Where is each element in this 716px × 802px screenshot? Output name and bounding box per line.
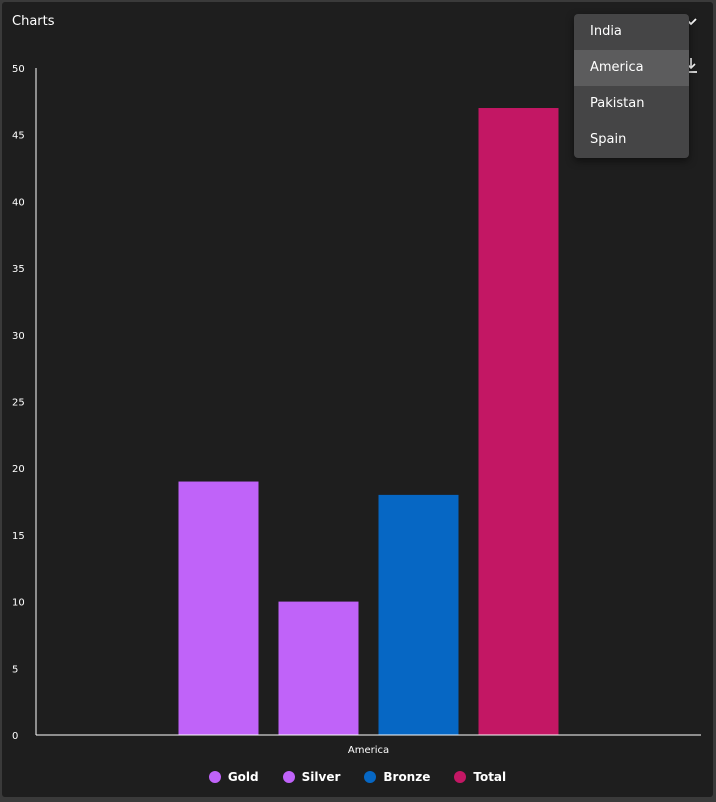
dropdown-option-america[interactable]: America: [574, 50, 689, 86]
page-title: Charts: [12, 14, 55, 29]
legend-item-bronze[interactable]: Bronze: [364, 770, 430, 784]
dropdown-option-pakistan[interactable]: Pakistan: [590, 96, 645, 111]
y-tick-label: 20: [12, 464, 25, 475]
country-dropdown-menu[interactable]: India America Pakistan Spain: [574, 14, 689, 158]
legend-label: Total: [473, 770, 507, 784]
legend-swatch: [364, 771, 377, 783]
bar-total[interactable]: [478, 108, 559, 735]
y-tick-label: 5: [12, 664, 18, 675]
bar-bronze[interactable]: [378, 494, 459, 735]
chart-legend: Gold Silver Bronze Total: [2, 770, 713, 784]
legend-swatch: [454, 771, 467, 783]
y-tick-label: 35: [12, 264, 25, 275]
legend-label: Bronze: [383, 770, 431, 784]
y-tick-label: 50: [12, 64, 25, 75]
dropdown-option-india[interactable]: India: [590, 24, 622, 39]
y-tick-label: 15: [12, 531, 25, 542]
legend-item-total[interactable]: Total: [454, 770, 506, 784]
legend-item-gold[interactable]: Gold: [208, 770, 259, 784]
y-tick-label: 40: [12, 197, 25, 208]
y-tick-label: 45: [12, 131, 25, 142]
y-tick-label: 30: [12, 331, 25, 342]
y-tick-label: 10: [12, 598, 25, 609]
legend-swatch: [208, 771, 221, 783]
dropdown-option-spain[interactable]: Spain: [590, 132, 627, 147]
legend-label: Silver: [301, 770, 341, 784]
x-tick-label: America: [348, 745, 389, 756]
legend-label: Gold: [227, 770, 259, 784]
legend-item-silver[interactable]: Silver: [282, 770, 341, 784]
y-tick-label: 0: [12, 731, 18, 742]
bar-silver[interactable]: [278, 601, 359, 735]
y-tick-label: 25: [12, 398, 25, 409]
legend-swatch: [282, 771, 295, 783]
bar-gold[interactable]: [178, 481, 259, 735]
